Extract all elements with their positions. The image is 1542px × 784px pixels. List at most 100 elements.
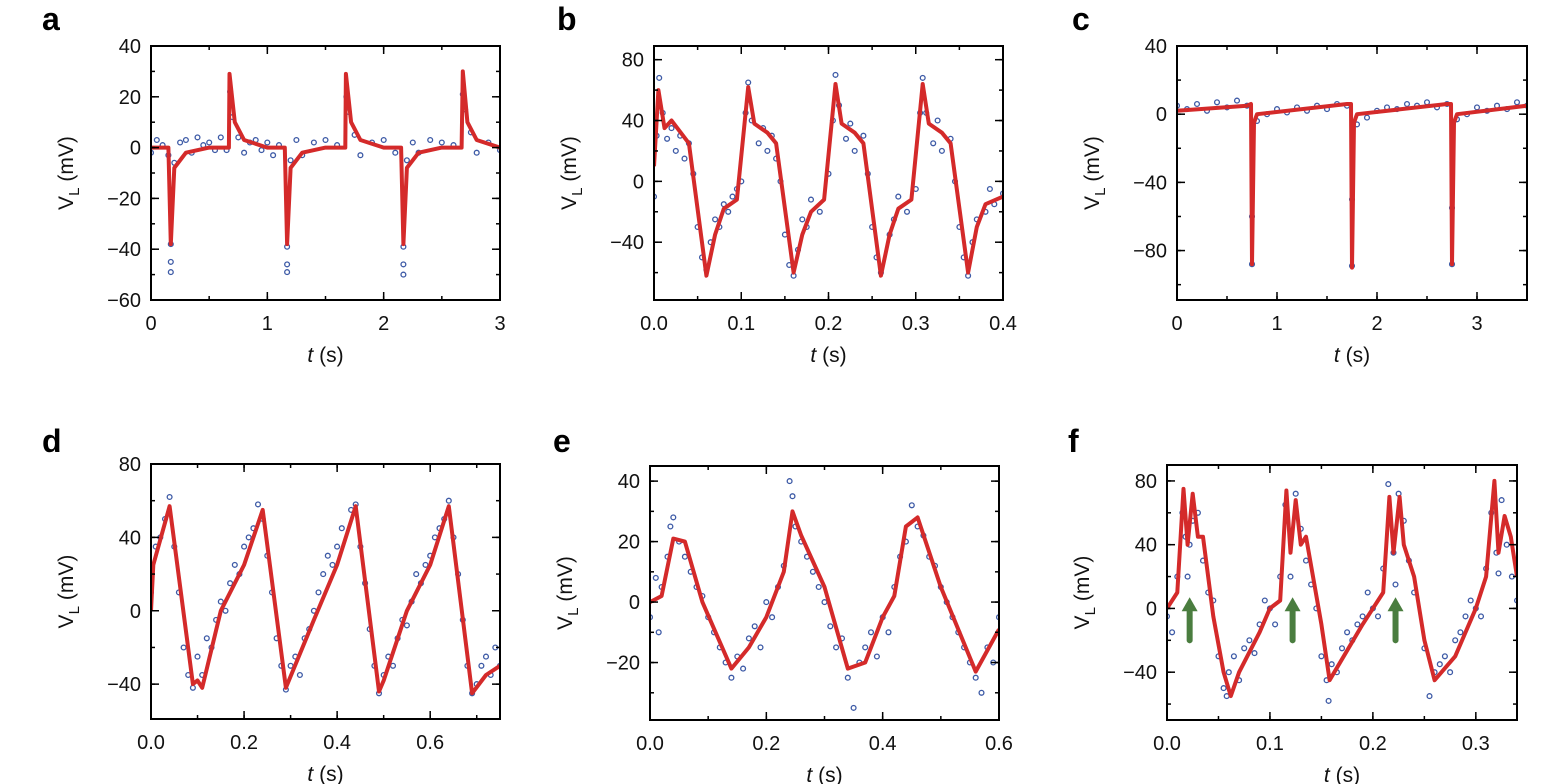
y-tick-label: −20 (606, 653, 640, 675)
measured-point (1344, 629, 1351, 636)
y-tick-label: −40 (1123, 662, 1157, 684)
measured-point (413, 571, 420, 578)
measured-point (1503, 541, 1510, 548)
measured-point (1364, 589, 1371, 596)
y-axis-label: VL (mV) (554, 556, 582, 630)
fit-line (1177, 102, 1527, 270)
y-tick-label: 0 (130, 138, 141, 160)
measured-point (206, 139, 213, 146)
x-tick-label: 1 (262, 313, 273, 335)
measured-point (729, 193, 736, 200)
x-axis-variable: t (810, 344, 822, 367)
measured-point (725, 208, 732, 215)
y-axis-label: VL (mV) (55, 136, 83, 210)
y-axis-variable: V (55, 196, 78, 210)
measured-point (1169, 629, 1176, 636)
measured-point (167, 258, 174, 265)
measured-point (422, 561, 429, 568)
x-axis-variable: t (1334, 344, 1346, 367)
measured-point (1441, 653, 1448, 660)
measured-point (427, 136, 434, 144)
measured-point (654, 193, 658, 200)
measured-point (799, 216, 806, 223)
measured-point (1374, 613, 1382, 620)
measured-point (478, 662, 485, 669)
measured-point (670, 514, 677, 521)
measured-point (258, 147, 265, 154)
y-axis-subscript: L (66, 188, 83, 196)
measured-point (1436, 661, 1443, 668)
measured-point (860, 132, 867, 139)
measured-point (745, 79, 752, 86)
measured-point (1423, 99, 1431, 106)
measured-point (789, 493, 796, 500)
measured-point (885, 629, 892, 636)
measured-point (1495, 570, 1502, 577)
measured-point (245, 534, 252, 541)
measured-point (338, 525, 345, 532)
measured-point (1385, 481, 1392, 488)
measured-point (194, 653, 201, 660)
x-axis-unit: (s) (1336, 764, 1361, 784)
y-tick-label: 80 (119, 454, 141, 476)
y-axis-label: VL (mV) (558, 136, 586, 210)
x-tick-label: 0.6 (416, 732, 444, 754)
measured-point (284, 261, 291, 268)
panel-letter: d (42, 423, 62, 459)
green-arrow-head-icon (1387, 597, 1404, 612)
measured-point (938, 147, 945, 154)
plot-area (1167, 478, 1517, 704)
measured-point (1261, 597, 1268, 604)
measured-point (930, 140, 937, 147)
measured-point (1167, 613, 1171, 620)
measured-point (380, 136, 387, 144)
measured-point (1241, 645, 1248, 652)
measured-point (1467, 597, 1474, 604)
measured-point (757, 644, 764, 651)
y-tick-label: 0 (629, 592, 640, 614)
measured-point (400, 261, 407, 268)
y-axis-variable: V (1071, 615, 1094, 629)
measured-point (1338, 645, 1346, 652)
measured-point (668, 125, 675, 132)
measured-point (254, 501, 262, 508)
measured-point (194, 134, 201, 141)
measured-point (241, 543, 248, 550)
measured-point (270, 152, 277, 159)
measured-point (652, 574, 659, 581)
x-tick-label: 0.2 (1359, 733, 1387, 755)
y-axis-variable: V (554, 616, 577, 630)
measured-point (656, 74, 663, 81)
panel-d: d 0.0 0.2 0.4 0.6 80 40 0 −40 t (s) VL (mV) (42, 423, 501, 784)
measured-point (850, 704, 857, 711)
measured-point (217, 134, 224, 141)
measured-point (189, 684, 196, 691)
fit-line (1167, 478, 1517, 699)
measured-point (1230, 653, 1237, 660)
measured-point (287, 157, 294, 164)
y-tick-label: 40 (119, 36, 141, 58)
measured-point (166, 493, 173, 501)
y-tick-label: −80 (1133, 241, 1167, 263)
measured-point (764, 147, 771, 154)
panel-letter: c (1072, 1, 1090, 37)
x-tick-label: 0 (1171, 313, 1182, 335)
measured-point (919, 74, 926, 81)
plot-frame (1176, 45, 1528, 301)
plot-area (650, 478, 999, 711)
plot-area (151, 493, 500, 697)
measured-point (1403, 100, 1411, 108)
measured-point (986, 185, 993, 193)
measured-point (745, 635, 752, 642)
measured-point (1452, 637, 1459, 644)
panel-f: f 0.0 0.1 0.2 0.3 80 40 0 −40 t (s) VL (mV) (1068, 423, 1518, 784)
x-tick-label: 3 (1471, 313, 1482, 335)
y-axis-subscript: L (565, 608, 582, 616)
x-tick-label: 0.4 (323, 732, 351, 754)
x-axis-variable: t (806, 764, 818, 784)
x-axis-label: t (s) (806, 764, 842, 784)
x-tick-label: 0.4 (989, 313, 1017, 335)
measured-point (862, 644, 869, 651)
measured-point (1426, 693, 1433, 700)
